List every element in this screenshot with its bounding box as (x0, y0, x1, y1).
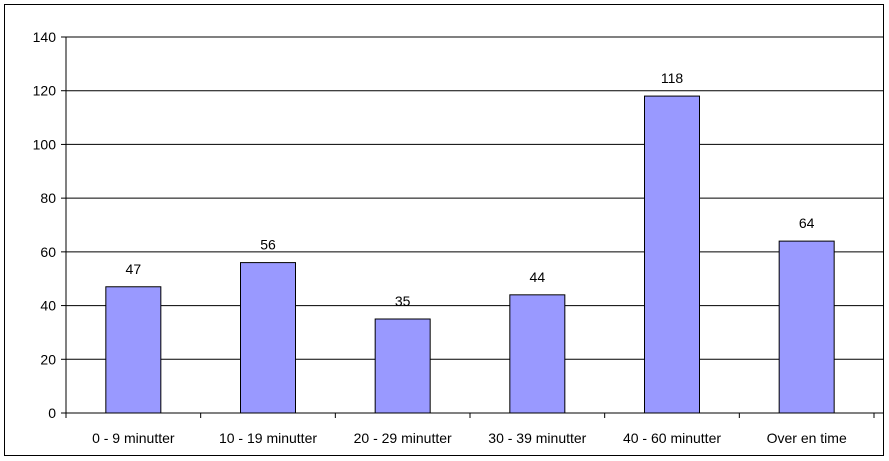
gridlines (66, 36, 884, 360)
y-tick-label: 20 (40, 351, 56, 367)
data-labels: 47 56 35 44 118 64 (126, 70, 815, 309)
x-tick-label: 30 - 39 minutter (488, 430, 586, 446)
axes (65, 37, 884, 414)
bars (105, 95, 835, 414)
x-tick-label: 0 - 9 minutter (92, 430, 175, 446)
y-axis-ticks: 0 20 40 60 80 100 120 140 (33, 29, 66, 421)
y-tick-label: 140 (33, 29, 57, 45)
x-tick-label: 20 - 29 minutter (354, 430, 452, 446)
y-tick-label: 0 (48, 405, 56, 421)
bar (240, 262, 296, 414)
x-tick-label: 40 - 60 minutter (623, 430, 721, 446)
bar (105, 286, 162, 414)
bar (374, 318, 431, 414)
bar (509, 294, 566, 414)
x-axis-ticks: 0 - 9 minutter 10 - 19 minutter 20 - 29 mi… (65, 413, 875, 446)
x-tick-label: Over en time (767, 430, 847, 446)
data-label: 64 (799, 215, 815, 231)
y-tick-label: 80 (40, 190, 56, 206)
y-tick-label: 60 (40, 244, 56, 260)
y-tick-label: 120 (33, 83, 57, 99)
data-label: 47 (126, 261, 142, 277)
data-label: 35 (395, 293, 411, 309)
data-label: 56 (260, 237, 276, 253)
bar (778, 240, 835, 414)
y-tick-label: 40 (40, 298, 56, 314)
data-label: 44 (530, 269, 546, 285)
x-tick-label: 10 - 19 minutter (219, 430, 317, 446)
data-label: 118 (661, 70, 684, 86)
bar (644, 95, 700, 414)
y-tick-label: 100 (33, 136, 57, 152)
